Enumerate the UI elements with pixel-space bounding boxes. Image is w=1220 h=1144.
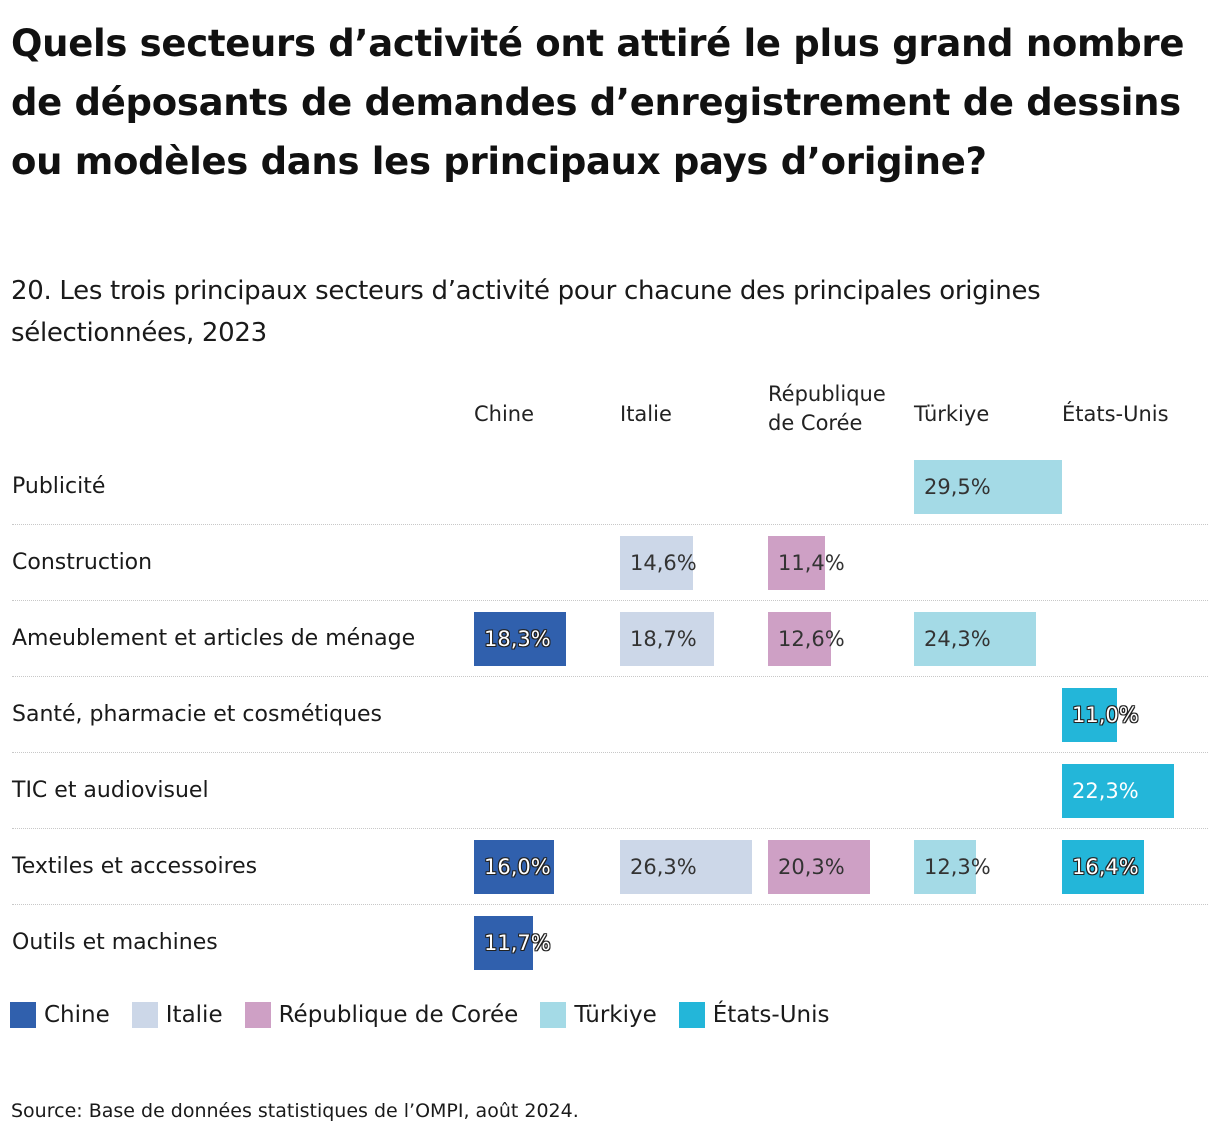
row-separator <box>12 904 1208 905</box>
bar-italie <box>620 536 693 590</box>
data-label-italie: 14,6% <box>630 551 697 575</box>
row-label: Outils et machines <box>12 930 218 955</box>
data-label-chine: 16,0% <box>484 855 551 879</box>
column-header-italie: Italie <box>620 402 672 426</box>
data-label-usa: 16,4% <box>1072 855 1139 879</box>
bar-italie <box>620 840 752 894</box>
row-label: Publicité <box>12 474 106 499</box>
data-label-turkiye: 12,3% <box>924 855 991 879</box>
chart-title: Quels secteurs d’activité ont attiré le … <box>11 22 1185 183</box>
bar-chine <box>474 916 533 970</box>
legend-swatch-turkiye <box>540 1002 567 1028</box>
bar-turkiye <box>914 840 976 894</box>
row-separator <box>12 600 1208 601</box>
legend-item-chine: Chine <box>10 1002 110 1028</box>
data-label-italie: 26,3% <box>630 855 697 879</box>
bar-usa <box>1062 840 1144 894</box>
legend-swatch-italie <box>131 1002 158 1028</box>
column-header-chine: Chine <box>474 402 535 426</box>
legend-item-italie: Italie <box>131 1002 223 1028</box>
bar-usa <box>1062 764 1174 818</box>
data-label-chine: 11,7% <box>484 931 551 955</box>
bar-turkiye <box>914 612 1036 666</box>
source-note: Source: Base de données statistiques de … <box>11 1100 579 1122</box>
row-label: Textiles et accessoires <box>12 854 258 879</box>
data-label-turkiye: 29,5% <box>924 475 991 499</box>
row-separator <box>12 676 1208 677</box>
bar-turkiye <box>914 460 1062 514</box>
legend-swatch-coree <box>244 1002 271 1028</box>
row-separator <box>12 524 1208 525</box>
row-separator <box>12 828 1208 829</box>
data-label-coree: 12,6% <box>778 627 845 651</box>
data-label-coree: 20,3% <box>778 855 845 879</box>
legend-item-coree: République de Corée <box>244 1002 519 1028</box>
legend-label: Italie <box>165 1002 223 1028</box>
row-label: Construction <box>12 550 153 575</box>
bar-chine <box>474 612 566 666</box>
data-label-coree: 11,4% <box>778 551 845 575</box>
row-separator <box>12 752 1208 753</box>
legend-swatch-chine <box>10 1002 36 1028</box>
chart-subtitle: 20. Les trois principaux secteurs d’acti… <box>11 276 1041 348</box>
row-label: Santé, pharmacie et cosmétiques <box>12 702 383 727</box>
data-label-italie: 18,7% <box>630 627 697 651</box>
bar-coree <box>768 536 825 590</box>
bar-usa <box>1062 688 1117 742</box>
legend-swatch-usa <box>678 1002 705 1028</box>
legend-item-turkiye: Türkiye <box>540 1002 657 1028</box>
bar-chine <box>474 840 554 894</box>
legend-item-usa: États-Unis <box>678 1002 830 1028</box>
column-header-usa: États-Unis <box>1062 402 1169 426</box>
legend-label: Chine <box>44 1002 110 1028</box>
legend-label: République de Corée <box>278 1002 519 1028</box>
legend-label: États-Unis <box>712 1002 830 1028</box>
legend: Chine Italie République de Corée Türkiye Éta… <box>10 998 851 1032</box>
bar-coree <box>768 840 870 894</box>
data-label-turkiye: 24,3% <box>924 627 991 651</box>
bar-coree <box>768 612 831 666</box>
data-label-chine: 18,3% <box>484 627 551 651</box>
data-label-usa: 22,3% <box>1072 779 1139 803</box>
row-label: TIC et audiovisuel <box>12 778 209 803</box>
column-header-coree: République de Corée <box>768 382 886 435</box>
bar-italie <box>620 612 714 666</box>
legend-label: Türkiye <box>574 1002 657 1028</box>
row-label: Ameublement et articles de ménage <box>12 626 416 651</box>
column-header-turkiye: Türkiye <box>914 402 990 426</box>
data-label-usa: 11,0% <box>1072 703 1139 727</box>
